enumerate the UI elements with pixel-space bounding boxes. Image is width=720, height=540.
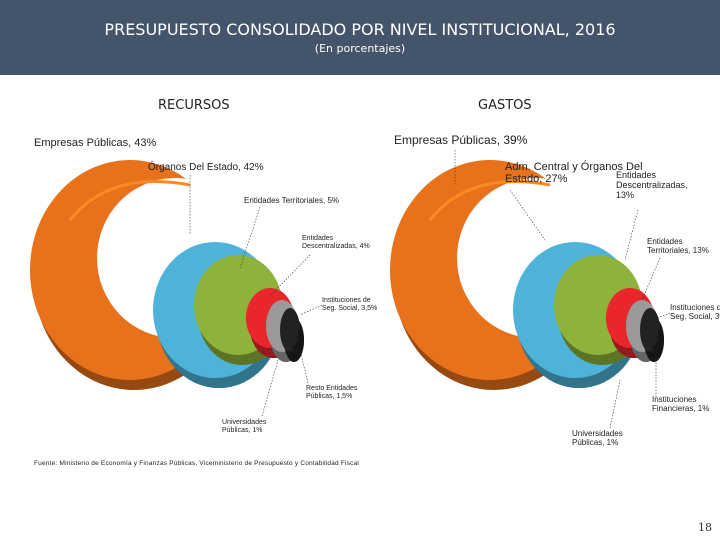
resto-entidades-publicas-leader: [299, 349, 309, 384]
entidades-descentralizadas-label: Entidades Descentralizadas, 13%: [616, 170, 688, 200]
universidades-publicas-label: Universidades Públicas, 1%: [572, 429, 623, 447]
universidades-publicas-slice-front: [288, 318, 298, 346]
entidades-territoriales-label: Entidades Territoriales, 5%: [244, 196, 339, 205]
entidades-territoriales-leader: [641, 257, 661, 301]
entidades-descentralizadas-leader: [269, 254, 311, 297]
title-banner: PRESUPUESTO CONSOLIDADO POR NIVEL INSTIT…: [0, 0, 720, 75]
gastos-chart-title: GASTOS: [478, 98, 532, 113]
page-subtitle: (En porcentajes): [314, 42, 406, 55]
instituciones-de-seg-social-leader: [299, 304, 323, 316]
ring-highlight: [428, 180, 551, 221]
instituciones-de-seg-social-label: Instituciones de Seg. Social, 3,5%: [322, 297, 377, 312]
empresas-publicas-label: Empresas Públicas, 39%: [394, 133, 528, 147]
universidades-publicas-leader: [609, 379, 621, 429]
gastos-chart: Empresas Públicas, 39% Adm. Central y Órg…: [390, 133, 720, 447]
resto-entidades-publicas-label: Resto Entidades Públicas, 1,5%: [306, 385, 358, 400]
recursos-chart-title: RECURSOS: [158, 98, 230, 113]
ring-highlight: [68, 180, 191, 221]
instituciones-financieras-label: Instituciones Financieras, 1%: [652, 395, 709, 413]
page-number: 18: [698, 521, 712, 534]
organos-del-estado-label: Órganos Del Estado, 42%: [148, 160, 264, 173]
universidades-publicas-leader: [261, 359, 279, 417]
recursos-chart: Empresas Públicas, 43% Órganos Del Estado…: [30, 137, 377, 434]
source-note: Fuente: Ministerio de Economía y Finanza…: [34, 460, 360, 467]
page-title: PRESUPUESTO CONSOLIDADO POR NIVEL INSTIT…: [104, 20, 616, 39]
universidades-publicas-label: Universidades Públicas, 1%: [222, 419, 267, 434]
entidades-descentralizadas-leader: [624, 209, 639, 261]
adm-central-y-organos-del-estado-leader: [509, 189, 546, 241]
entidades-descentralizadas-label: Entidades Descentralizadas, 4%: [302, 235, 370, 250]
empresas-publicas-label: Empresas Públicas, 43%: [34, 137, 156, 149]
adm-central-y-organos-del-estado-label: Adm. Central y Órganos Del Estado, 27%: [505, 160, 643, 185]
entidades-territoriales-label: Entidades Territoriales, 13%: [647, 237, 709, 255]
universidades-publicas-slice-front: [648, 318, 658, 346]
instituciones-de-seg-social-leader: [651, 312, 671, 321]
